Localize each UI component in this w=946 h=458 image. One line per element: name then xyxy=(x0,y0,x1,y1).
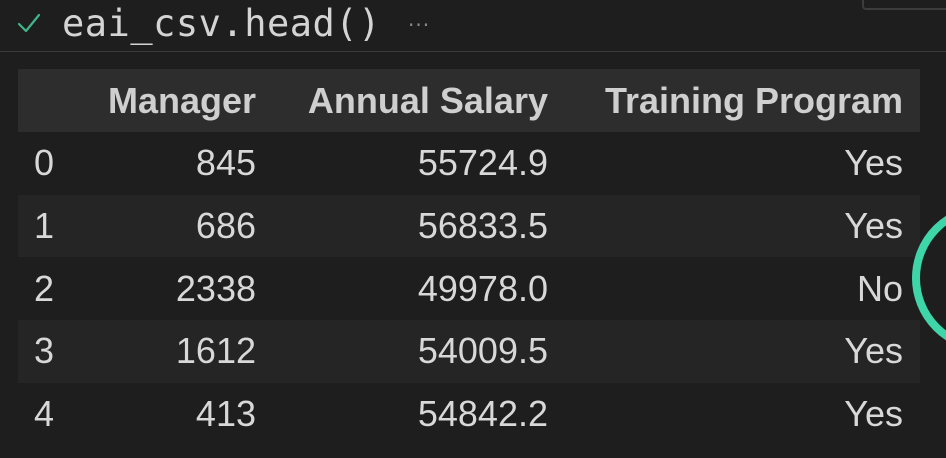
cell-annual-salary: 55724.9 xyxy=(417,142,548,184)
cell-manager: 1612 xyxy=(175,330,256,372)
cell-annual-salary: 49978.0 xyxy=(417,267,548,309)
column-header-training-program: Training Program xyxy=(604,79,903,121)
cell-annual-salary: 54009.5 xyxy=(417,330,548,372)
code-line[interactable]: eai_csv.head() xyxy=(62,2,381,45)
table-row: 2 2338 49978.0 No xyxy=(18,257,920,320)
cell-training-program: Yes xyxy=(844,142,903,184)
cell-toolbar-frame xyxy=(862,0,946,10)
cell-annual-salary: 56833.5 xyxy=(417,205,548,247)
cell-annual-salary: 54842.2 xyxy=(417,393,548,435)
cell-header: eai_csv.head() ··· xyxy=(0,0,946,52)
cell-manager: 2338 xyxy=(175,267,256,309)
cell-manager: 686 xyxy=(195,205,256,247)
check-icon xyxy=(17,13,41,33)
table-row: 0 845 55724.9 Yes xyxy=(18,132,920,195)
table-header-row: Manager Annual Salary Training Program xyxy=(18,69,920,132)
more-icon[interactable]: ··· xyxy=(408,13,431,37)
cell-training-program: Yes xyxy=(844,393,903,435)
row-index: 0 xyxy=(34,142,55,184)
table-row: 1 686 56833.5 Yes xyxy=(18,194,920,258)
column-header-annual-salary: Annual Salary xyxy=(307,79,548,121)
row-index: 1 xyxy=(34,205,55,247)
column-header-manager: Manager xyxy=(107,79,256,121)
row-index: 3 xyxy=(34,330,55,372)
table-row: 4 413 54842.2 Yes xyxy=(18,383,920,446)
cell-training-program: Yes xyxy=(844,205,903,247)
row-index: 2 xyxy=(34,267,55,309)
progress-ring-icon xyxy=(912,215,946,341)
cell-training-program: Yes xyxy=(844,330,903,372)
dataframe-table: Manager Annual Salary Training Program 0… xyxy=(18,69,920,445)
cell-manager: 413 xyxy=(195,393,256,435)
cell-manager: 845 xyxy=(195,142,256,184)
row-index: 4 xyxy=(34,393,55,435)
cell-training-program: No xyxy=(856,267,903,309)
column-header-index xyxy=(18,69,58,132)
table-row: 3 1612 54009.5 Yes xyxy=(18,320,920,383)
